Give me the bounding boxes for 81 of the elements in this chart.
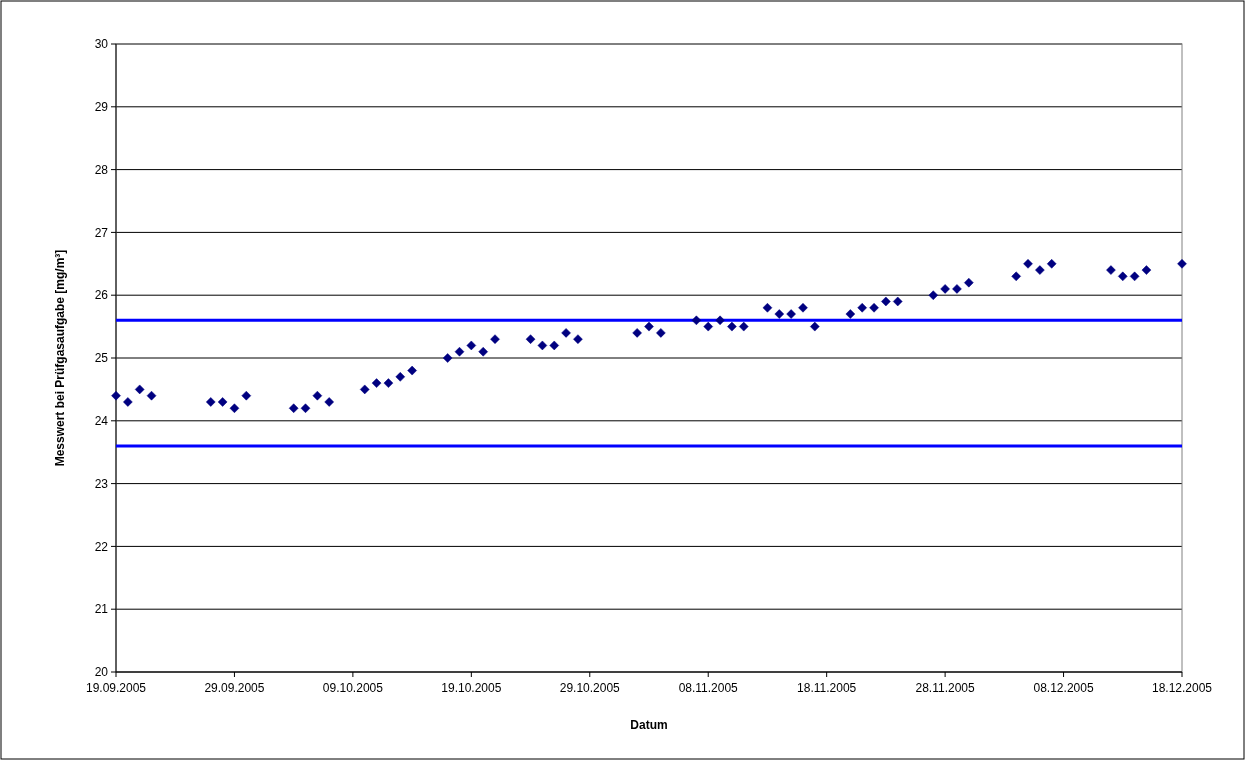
point [928,290,939,300]
point [881,296,891,307]
point [739,321,749,332]
point [123,397,133,407]
y-tick-label: 29 [94,100,109,114]
x-tick-label: 19.09.2005 [85,681,147,695]
x-tick-label: 28.11.2005 [915,681,976,695]
y-tick-label: 26 [94,288,109,303]
point [703,321,713,332]
x-tick-label: 18.11.2005 [797,681,857,695]
point [466,340,477,351]
point [1118,271,1128,282]
point [632,328,642,338]
point [300,403,311,413]
point [940,284,950,294]
point [288,403,299,413]
point [525,334,536,344]
x-axis-title: Datum [630,718,668,732]
x-tick-label: 08.12.2005 [1033,681,1094,695]
point [1106,265,1116,275]
x-tick-label: 09.10.2005 [322,681,384,695]
point [324,397,334,407]
point [845,309,856,319]
point [1023,259,1033,269]
point [644,321,654,332]
point [1129,271,1140,282]
y-tick-label: 21 [94,602,109,617]
point [1011,271,1021,282]
point [229,403,240,413]
point [715,315,725,326]
point [241,390,252,401]
point [561,328,571,338]
point [810,321,820,332]
x-tick-label: 08.11.2005 [678,681,739,695]
point [312,390,323,401]
point [762,303,773,313]
point [1177,259,1187,269]
y-tick-label: 23 [94,476,109,491]
point [857,303,867,313]
y-tick-label: 24 [94,414,109,428]
point [383,378,394,388]
y-tick-label: 22 [94,539,109,554]
x-tick-label: 19.10.2005 [441,681,502,695]
x-tick-label: 29.10.2005 [559,681,621,695]
point [691,315,702,326]
point [892,296,903,307]
point [573,334,583,344]
point [111,390,121,401]
y-tick-label: 25 [94,351,109,366]
point [798,303,808,313]
y-tick-label: 28 [94,162,109,177]
point [454,346,465,357]
point [217,397,228,407]
point [442,353,453,363]
point [656,328,666,338]
point [395,372,406,382]
point [359,384,370,395]
point [952,284,962,294]
y-axis-title: Messwert bei Prüfgasaufgabe [mg/m³] [53,249,67,467]
point [727,321,737,332]
point [549,340,559,351]
point [774,309,785,319]
point [490,334,500,344]
y-tick-label: 30 [94,37,109,52]
y-tick-label: 20 [94,665,109,680]
point [1035,265,1045,275]
point [146,390,157,401]
point [1141,265,1152,275]
point [869,303,879,313]
point [964,277,974,288]
point [407,365,417,376]
point [1046,259,1057,269]
x-tick-label: 18.12.2005 [1151,681,1213,695]
point [371,378,382,388]
x-tick-label: 29.09.2005 [204,681,265,695]
y-tick-label: 27 [94,225,109,240]
point [786,309,796,319]
point [206,397,216,407]
point [537,340,548,351]
point [134,384,145,395]
point [478,346,488,357]
